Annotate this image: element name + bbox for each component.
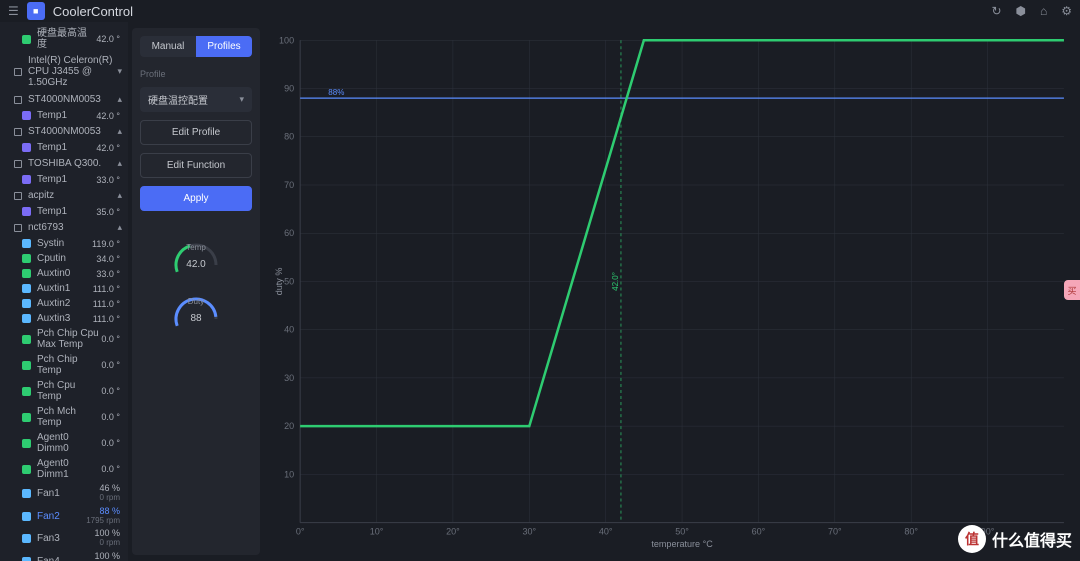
- profile-label: Profile: [140, 69, 252, 79]
- sidebar-group[interactable]: Intel(R) Celeron(R) CPU J3455 @ 1.50GHz▾: [0, 52, 128, 91]
- sidebar-temp-item[interactable]: Cputin34.0 °: [0, 251, 128, 266]
- sidebar-temp-item[interactable]: Auxtin1111.0 °: [0, 281, 128, 296]
- sidebar-temp-item[interactable]: Agent0 Dimm10.0 °: [0, 456, 128, 482]
- temp-gauge-label: Temp: [170, 243, 222, 252]
- sidebar-fan-item[interactable]: Fan288 %1795 rpm: [0, 505, 128, 528]
- sidebar-temp-item[interactable]: Agent0 Dimm00.0 °: [0, 430, 128, 456]
- sidebar-temp-item[interactable]: Auxtin033.0 °: [0, 266, 128, 281]
- app-title: CoolerControl: [53, 4, 133, 19]
- svg-text:80°: 80°: [904, 527, 918, 537]
- profile-panel: Manual Profiles Profile 硬盘温控配置 ▾ Edit Pr…: [132, 28, 260, 555]
- svg-text:30°: 30°: [522, 527, 536, 537]
- topbar: ☰ ■ CoolerControl ↻ ⬢ ⌂ ⚙: [0, 0, 1080, 22]
- watermark-text: 什么值得买: [992, 527, 1072, 551]
- sidebar[interactable]: 硬盘最高温度42.0 °Intel(R) Celeron(R) CPU J345…: [0, 22, 128, 561]
- svg-text:0°: 0°: [296, 527, 305, 537]
- sidebar-temp-item[interactable]: Auxtin3111.0 °: [0, 311, 128, 326]
- sidebar-group[interactable]: ST4000NM0053▴: [0, 91, 128, 108]
- sidebar-temp-item[interactable]: Temp142.0 °: [0, 140, 128, 155]
- refresh-icon[interactable]: ↻: [991, 4, 1001, 18]
- sidebar-temp-item[interactable]: Pch Chip Cpu Max Temp0.0 °: [0, 326, 128, 352]
- svg-text:80: 80: [284, 132, 294, 142]
- svg-text:temperature °C: temperature °C: [651, 539, 713, 549]
- sidebar-temp-item[interactable]: Temp135.0 °: [0, 204, 128, 219]
- svg-text:20°: 20°: [446, 527, 460, 537]
- sidebar-group[interactable]: nct6793▴: [0, 219, 128, 236]
- sidebar-temp-item[interactable]: Auxtin2111.0 °: [0, 296, 128, 311]
- svg-text:20: 20: [284, 421, 294, 431]
- svg-text:60°: 60°: [752, 527, 766, 537]
- profile-select[interactable]: 硬盘温控配置 ▾: [140, 87, 252, 112]
- temp-gauge-value: 42.0: [170, 259, 222, 270]
- fan-curve-chart[interactable]: 10 20 30 40 50 60 70 80 90 100 0° 10° 20° 30° 40° 50° 60…: [270, 28, 1074, 555]
- svg-text:70°: 70°: [828, 527, 842, 537]
- svg-text:100: 100: [279, 35, 294, 45]
- svg-text:50°: 50°: [675, 527, 689, 537]
- svg-text:30: 30: [284, 373, 294, 383]
- gauges: Temp 42.0 Duty 88: [140, 231, 252, 327]
- tab-profiles[interactable]: Profiles: [196, 36, 252, 57]
- tab-manual[interactable]: Manual: [140, 36, 196, 57]
- menu-icon[interactable]: ☰: [8, 4, 19, 18]
- sidebar-fan-item[interactable]: Fan3100 %0 rpm: [0, 527, 128, 550]
- sidebar-temp-item[interactable]: Pch Cpu Temp0.0 °: [0, 378, 128, 404]
- watermark-icon: 值: [958, 525, 986, 553]
- svg-text:40: 40: [284, 325, 294, 335]
- gitlab-icon[interactable]: ⬢: [1016, 4, 1026, 18]
- sidebar-fan-item[interactable]: Fan146 %0 rpm: [0, 482, 128, 505]
- duty-gauge-label: Duty: [170, 297, 222, 306]
- watermark: 值 什么值得买: [958, 525, 1072, 553]
- settings-icon[interactable]: ⚙: [1061, 4, 1072, 18]
- sidebar-temp-item[interactable]: Temp133.0 °: [0, 172, 128, 187]
- apply-button[interactable]: Apply: [140, 186, 252, 211]
- svg-text:10°: 10°: [370, 527, 384, 537]
- sidebar-temp-item[interactable]: Temp142.0 °: [0, 108, 128, 123]
- mode-tabs: Manual Profiles: [140, 36, 252, 57]
- svg-text:90: 90: [284, 84, 294, 94]
- edit-function-button[interactable]: Edit Function: [140, 153, 252, 178]
- edit-profile-button[interactable]: Edit Profile: [140, 120, 252, 145]
- svg-text:70: 70: [284, 180, 294, 190]
- chevron-down-icon: ▾: [239, 94, 244, 105]
- duty-gauge: Duty 88: [170, 285, 222, 327]
- svg-text:88%: 88%: [328, 88, 344, 97]
- svg-text:10: 10: [284, 469, 294, 479]
- svg-text:60: 60: [284, 228, 294, 238]
- sidebar-group[interactable]: acpitz▴: [0, 187, 128, 204]
- sidebar-temp-item[interactable]: 硬盘最高温度42.0 °: [0, 26, 128, 52]
- side-floater[interactable]: 买: [1064, 280, 1080, 300]
- svg-text:50: 50: [284, 276, 294, 286]
- svg-text:42.0°: 42.0°: [611, 272, 620, 291]
- duty-gauge-value: 88: [170, 313, 222, 324]
- sidebar-fan-item[interactable]: Fan4100 %0 rpm: [0, 550, 128, 561]
- sidebar-group[interactable]: TOSHIBA Q300.▴: [0, 155, 128, 172]
- sidebar-temp-item[interactable]: Pch Mch Temp0.0 °: [0, 404, 128, 430]
- sidebar-group[interactable]: ST4000NM0053▴: [0, 123, 128, 140]
- sidebar-temp-item[interactable]: Systin119.0 °: [0, 236, 128, 251]
- app-icon: ■: [27, 2, 45, 20]
- svg-text:duty %: duty %: [274, 268, 284, 296]
- profile-selected: 硬盘温控配置: [148, 92, 208, 107]
- temp-gauge: Temp 42.0: [170, 231, 222, 273]
- svg-text:40°: 40°: [599, 527, 613, 537]
- shield-icon[interactable]: ⌂: [1040, 4, 1047, 18]
- sidebar-temp-item[interactable]: Pch Chip Temp0.0 °: [0, 352, 128, 378]
